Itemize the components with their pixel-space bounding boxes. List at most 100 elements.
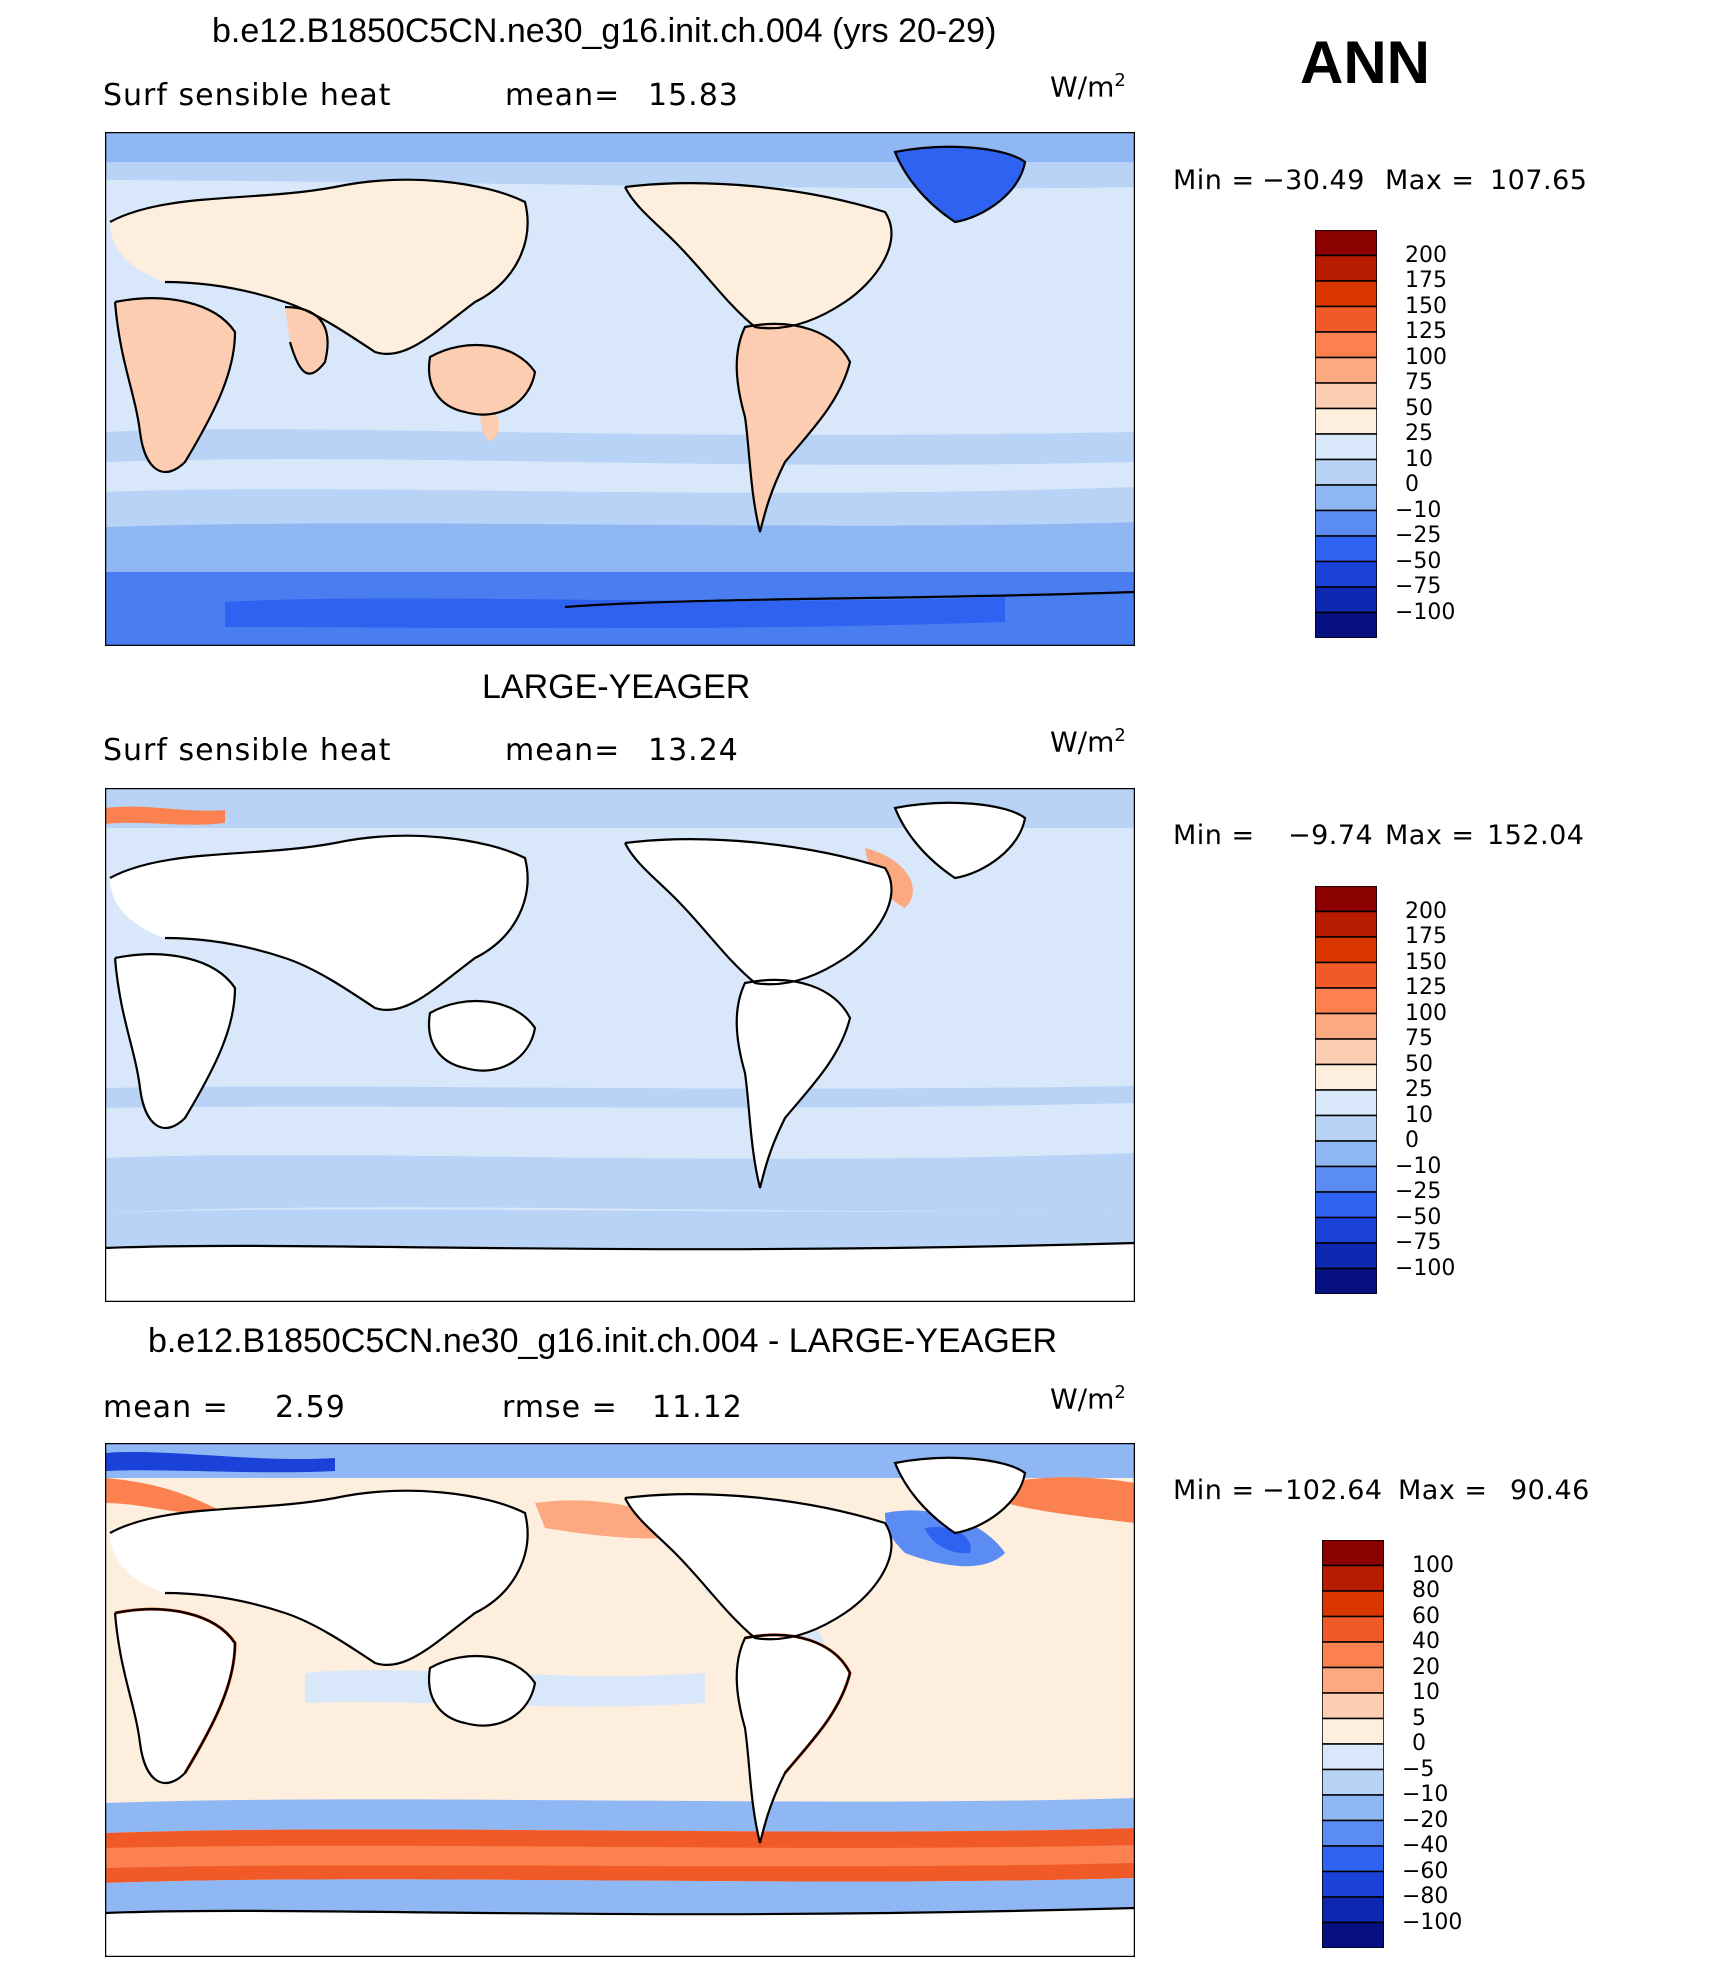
colorbar-swatch [1314,1089,1378,1117]
colorbar-swatch [1314,1216,1378,1244]
colorbar-swatch [1321,1590,1385,1618]
colorbar-tick-label: −60 [1402,1858,1449,1884]
colorbar-tick-label: 10 [1405,1102,1433,1128]
season-label: ANN [1300,29,1430,96]
colorbar-swatch [1314,1191,1378,1219]
max-value-obs: 152.04 [1487,820,1585,851]
units-label-model: W/m2 [1050,70,1126,104]
diff-mean-value: 2.59 [275,1390,346,1425]
colorbar-swatch [1314,611,1378,639]
colorbar-swatch [1314,407,1378,435]
colorbar-tick-label: 0 [1405,1128,1419,1153]
colorbar-tick-label: 200 [1405,242,1447,268]
colorbar-tick-label: −25 [1395,1179,1442,1204]
colorbar-tick-label: 5 [1412,1705,1426,1731]
colorbar-tick-label: −50 [1395,548,1442,574]
colorbar-swatch [1321,1641,1385,1669]
colorbar-swatch [1321,1896,1385,1924]
colorbar-tick-label: 25 [1405,1077,1433,1102]
max-label-model: Max = [1385,165,1475,196]
colorbar-swatch [1314,433,1378,461]
colorbar-tick-label: 125 [1405,975,1447,1000]
colorbar-swatch [1321,1819,1385,1847]
colorbar-swatch [1314,356,1378,384]
mean-value-obs: 13.24 [648,733,739,768]
colorbar-swatch [1314,484,1378,512]
field-label-obs: Surf sensible heat [103,733,392,768]
map-obs [105,788,1135,1302]
colorbar-tick-label: 150 [1405,293,1447,319]
colorbar-tick-label: 50 [1405,395,1433,421]
colorbar-swatch [1321,1666,1385,1694]
colorbar-tick-label: 25 [1405,421,1433,446]
mean-label-obs: mean= [505,733,621,768]
colorbar-tick-label: 0 [1412,1731,1426,1756]
colorbar-swatch [1314,586,1378,614]
colorbar-tick-label: −40 [1402,1833,1449,1858]
colorbar-tick-label: −20 [1402,1807,1449,1833]
colorbar-swatch [1314,280,1378,308]
colorbar-tick-label: −100 [1395,599,1456,625]
colorbar-swatch [1314,1038,1378,1066]
map-diff [105,1443,1135,1957]
colorbar-swatch [1314,560,1378,588]
colorbar-swatch [1314,254,1378,282]
min-value-obs: −9.74 [1288,820,1374,851]
colorbar-swatch [1314,1267,1378,1295]
colorbar-tick-label: −10 [1395,497,1442,523]
colorbar-swatch [1314,1165,1378,1193]
colorbar-tick-label: −50 [1395,1204,1442,1230]
colorbar-swatch [1314,535,1378,563]
colorbar-tick-label: 75 [1405,1026,1433,1051]
colorbar-obs [1314,885,1378,1295]
colorbar-swatch [1321,1615,1385,1643]
max-label-diff: Max = [1398,1475,1488,1506]
colorbar-swatch [1321,1845,1385,1873]
colorbar-swatch [1314,509,1378,537]
colorbar-swatch [1321,1539,1385,1567]
colorbar-tick-label: 175 [1405,268,1447,293]
min-label-model: Min = [1173,165,1255,196]
colorbar-swatch [1321,1692,1385,1720]
colorbar-tick-label: −75 [1395,1230,1442,1255]
max-value-model: 107.65 [1490,165,1588,196]
colorbar-swatch [1321,1794,1385,1822]
colorbar-tick-label: 100 [1405,1000,1447,1026]
colorbar-swatch [1321,1717,1385,1745]
min-label-obs: Min = [1173,820,1255,851]
colorbar-tick-label: 60 [1412,1603,1440,1629]
colorbar-tick-label: −25 [1395,523,1442,548]
colorbar-tick-label: −10 [1402,1782,1449,1807]
mean-value-model: 15.83 [648,78,739,113]
colorbar-tick-label: 75 [1405,370,1433,395]
colorbar-swatch [1321,1743,1385,1771]
colorbar-swatch [1314,382,1378,410]
colorbar-swatch [1314,987,1378,1015]
min-value-diff: −102.64 [1262,1475,1383,1506]
colorbar-tick-label: 175 [1405,924,1447,949]
max-value-diff: 90.46 [1510,1475,1590,1506]
colorbar-tick-label: −10 [1395,1153,1442,1179]
colorbar-swatch [1314,961,1378,989]
colorbar-swatch [1314,458,1378,486]
colorbar-model [1314,229,1378,639]
colorbar-swatch [1314,910,1378,938]
colorbar-tick-label: 40 [1412,1629,1440,1654]
panel-title-diff: b.e12.B1850C5CN.ne30_g16.init.ch.004 - L… [148,1322,1058,1360]
colorbar-swatch [1314,1140,1378,1168]
colorbar-tick-label: 125 [1405,319,1447,344]
colorbar-swatch [1314,936,1378,964]
colorbar-tick-label: 10 [1405,446,1433,472]
min-value-model: −30.49 [1262,165,1365,196]
field-label-model: Surf sensible heat [103,78,392,113]
colorbar-tick-label: 50 [1405,1051,1433,1077]
colorbar-swatch [1314,1063,1378,1091]
colorbar-tick-label: 200 [1405,898,1447,924]
colorbar-tick-label: −75 [1395,574,1442,599]
rmse-value: 11.12 [652,1390,743,1425]
mean-label-model: mean= [505,78,621,113]
colorbar-tick-label: 0 [1405,472,1419,497]
colorbar-tick-label: 20 [1412,1654,1440,1680]
units-label-diff: W/m2 [1050,1382,1126,1416]
diff-mean-label: mean = [103,1390,229,1425]
